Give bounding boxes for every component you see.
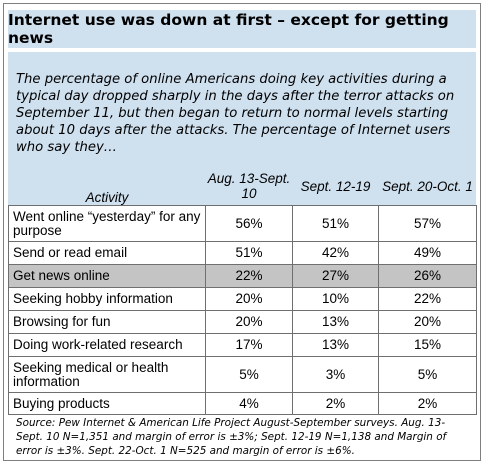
value-cell-period-3: 20% [378, 310, 477, 334]
value-cell-period-2: 13% [292, 310, 379, 334]
activity-cell: Seeking hobby information [8, 287, 206, 311]
title-bar: Internet use was down at first – except … [8, 10, 476, 48]
activity-cell: Went online “yesterday” for any purpose [8, 205, 206, 242]
value-cell-period-2: 42% [292, 241, 379, 265]
figure-title: Internet use was down at first – except … [8, 11, 449, 47]
value-cell-period-3: 2% [378, 392, 477, 415]
value-cell-period-3: 26% [378, 264, 477, 288]
table-row: Doing work-related research 17% 13% 15% [8, 333, 477, 357]
value-cell-period-2: 27% [292, 264, 379, 288]
value-cell-period-1: 56% [205, 205, 293, 242]
table-row: Went online “yesterday” for any purpose 5… [8, 205, 477, 242]
table-row: Send or read email 51% 42% 49% [8, 241, 477, 265]
value-cell-period-3: 15% [378, 333, 477, 357]
table-header-row: Activity Aug. 13-Sept. 10 Sept. 12-19 Se… [9, 167, 477, 206]
value-cell-period-1: 20% [205, 310, 293, 334]
value-cell-period-1: 17% [205, 333, 293, 357]
value-cell-period-1: 51% [205, 241, 293, 265]
column-header-activity: Activity [85, 190, 129, 205]
table-row: Get news online 22% 27% 26% [8, 264, 477, 288]
activity-cell: Doing work-related research [8, 333, 206, 357]
activity-cell: Buying products [8, 392, 206, 415]
value-cell-period-2: 2% [292, 392, 379, 415]
table-row: Seeking medical or health information 5% 3… [8, 356, 477, 393]
value-cell-period-1: 5% [205, 356, 293, 393]
table-row: Buying products 4% 2% 2% [8, 392, 477, 415]
value-cell-period-2: 51% [292, 205, 379, 242]
activity-cell: Browsing for fun [8, 310, 206, 334]
figure-subtitle: The percentage of online Americans doing… [16, 72, 455, 155]
value-cell-period-2: 3% [292, 356, 379, 393]
activity-table: Activity Aug. 13-Sept. 10 Sept. 12-19 Se… [8, 167, 477, 415]
value-cell-period-3: 49% [378, 241, 477, 265]
value-cell-period-3: 22% [378, 287, 477, 311]
activity-cell: Seeking medical or health information [8, 356, 206, 393]
activity-cell: Send or read email [8, 241, 206, 265]
value-cell-period-3: 5% [378, 356, 477, 393]
table-body: Went online “yesterday” for any purpose 5… [8, 205, 477, 415]
value-cell-period-3: 57% [378, 205, 477, 242]
value-cell-period-2: 10% [292, 287, 379, 311]
value-cell-period-1: 4% [205, 392, 293, 415]
table-row: Seeking hobby information 20% 10% 22% [8, 287, 477, 311]
column-header-period-3: Sept. 20-Oct. 1 [382, 178, 473, 194]
column-header-period-1: Aug. 13-Sept. 10 [207, 171, 291, 201]
value-cell-period-1: 20% [205, 287, 293, 311]
value-cell-period-2: 13% [292, 333, 379, 357]
table-row: Browsing for fun 20% 13% 20% [8, 310, 477, 334]
activity-cell: Get news online [8, 264, 206, 288]
source-note: Source: Pew Internet & American Life Pro… [16, 417, 447, 457]
value-cell-period-1: 22% [205, 264, 293, 288]
column-header-period-2: Sept. 12-19 [300, 178, 371, 194]
